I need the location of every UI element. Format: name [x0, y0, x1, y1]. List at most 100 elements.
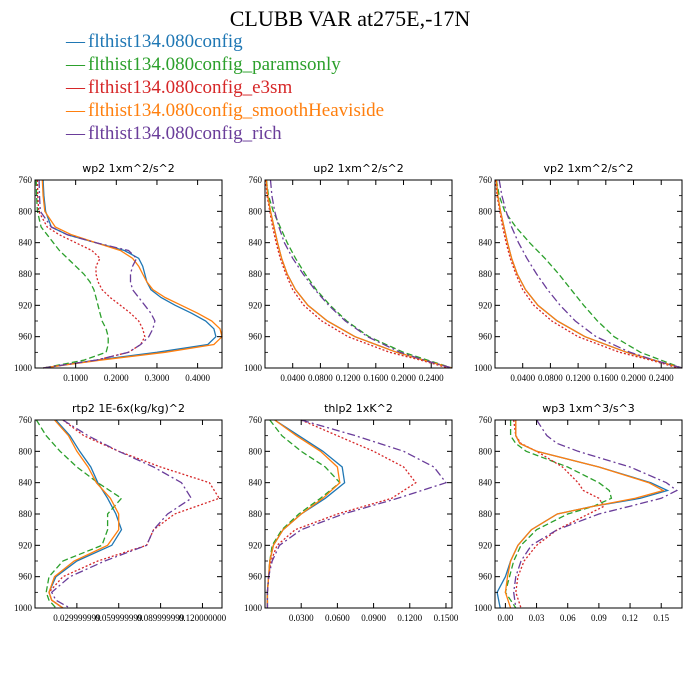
y-tick-label: 840 [249, 238, 263, 248]
y-tick-label: 1000 [244, 603, 263, 613]
panel-title: thlp2 1xK^2 [324, 402, 393, 415]
x-tick-label: 0.0800 [538, 373, 563, 383]
x-tick-label: 0.2000 [621, 373, 646, 383]
x-tick-label: 0.0400 [510, 373, 535, 383]
x-tick-label: 0.2400 [419, 373, 444, 383]
y-tick-label: 960 [249, 332, 263, 342]
series-line [265, 179, 453, 369]
series-line [504, 420, 613, 609]
x-tick-label: 0.120000000 [179, 613, 227, 623]
x-tick-label: 0.059999999 [95, 613, 143, 623]
x-tick-label: 0.1200 [336, 373, 361, 383]
x-tick-label: 0.1200 [566, 373, 591, 383]
x-tick-label: 0.03 [529, 613, 545, 623]
x-tick-label: 0.0900 [361, 613, 386, 623]
y-tick-label: 800 [249, 446, 263, 456]
plot-frame [264, 419, 453, 609]
y-tick-label: 840 [479, 478, 493, 488]
y-tick-label: 960 [249, 572, 263, 582]
series-line [50, 419, 193, 609]
plot-frame [264, 179, 453, 369]
legend-label: flthist134.080config_rich [88, 123, 282, 144]
y-tick-label: 880 [19, 509, 33, 519]
y-tick-label: 760 [479, 175, 493, 185]
y-tick-label: 760 [249, 415, 263, 425]
series-line [38, 179, 156, 369]
series-line [495, 179, 683, 369]
series-line [48, 419, 123, 609]
series-line [495, 179, 679, 369]
y-tick-label: 840 [19, 238, 33, 248]
series-line [265, 179, 449, 369]
y-tick-label: 960 [19, 572, 33, 582]
series-line [42, 179, 217, 369]
x-tick-label: 0.2000 [391, 373, 416, 383]
legend-line-symbol: — [66, 123, 85, 144]
x-tick-label: 0.1000 [63, 373, 88, 383]
x-tick-label: 0.0600 [325, 613, 350, 623]
series-line [495, 179, 683, 369]
series-line [504, 420, 666, 609]
y-tick-label: 840 [19, 478, 33, 488]
y-tick-label: 920 [479, 540, 493, 550]
panel-title: wp3 1xm^3/s^3 [542, 402, 635, 415]
x-tick-label: 0.4000 [185, 373, 210, 383]
legend-item: — flthist134.080config [66, 30, 384, 53]
series-line [41, 179, 223, 369]
x-tick-label: 0.12 [622, 613, 638, 623]
y-tick-label: 880 [479, 269, 493, 279]
plot-frame [494, 179, 683, 369]
series-line [35, 179, 109, 369]
y-tick-label: 760 [479, 415, 493, 425]
legend-label: flthist134.080config_paramsonly [88, 54, 341, 75]
x-tick-label: 0.089999999 [137, 613, 185, 623]
x-tick-label: 0.3000 [145, 373, 170, 383]
panel-title: vp2 1xm^2/s^2 [543, 162, 633, 175]
x-tick-label: 0.029999999 [53, 613, 101, 623]
x-tick-label: 0.2400 [649, 373, 674, 383]
y-tick-label: 1000 [14, 603, 33, 613]
x-tick-label: 0.06 [560, 613, 576, 623]
y-tick-label: 920 [19, 300, 33, 310]
x-tick-label: 0.1200 [397, 613, 422, 623]
y-tick-label: 840 [249, 478, 263, 488]
series-line [496, 420, 670, 609]
plot-frame [34, 419, 223, 609]
series-line [265, 179, 453, 369]
panel-title: rtp2 1E-6x(kg/kg)^2 [72, 402, 185, 415]
series-line [36, 179, 146, 369]
legend-line-symbol: — [66, 54, 85, 75]
x-tick-label: 0.09 [591, 613, 607, 623]
series-line [266, 419, 448, 608]
y-tick-label: 880 [249, 509, 263, 519]
x-tick-label: 0.0300 [289, 613, 314, 623]
y-tick-label: 1000 [14, 363, 33, 373]
y-tick-label: 800 [19, 206, 33, 216]
legend-line-symbol: — [66, 77, 85, 98]
series-line [513, 419, 679, 609]
series-line [495, 179, 683, 369]
x-tick-label: 0.15 [653, 613, 669, 623]
legend-label: flthist134.080config [88, 31, 243, 52]
legend-item: — flthist134.080config_rich [66, 122, 384, 145]
y-tick-label: 920 [249, 540, 263, 550]
y-tick-label: 1000 [474, 363, 493, 373]
y-tick-label: 800 [479, 206, 493, 216]
series-line [266, 419, 341, 608]
series-line [265, 179, 453, 369]
legend: — flthist134.080config — flthist134.080con… [66, 30, 384, 145]
y-tick-label: 880 [249, 269, 263, 279]
y-tick-label: 960 [479, 572, 493, 582]
legend-label: flthist134.080config_smoothHeaviside [88, 100, 385, 121]
series-line [48, 419, 221, 609]
legend-item: — flthist134.080config_smoothHeaviside [66, 99, 384, 122]
series-line [35, 419, 123, 609]
y-tick-label: 800 [19, 446, 33, 456]
legend-item: — flthist134.080config_e3sm [66, 76, 384, 99]
legend-label: flthist134.080config_e3sm [88, 77, 293, 98]
legend-item: — flthist134.080config_paramsonly [66, 53, 384, 76]
y-tick-label: 760 [19, 415, 33, 425]
y-tick-label: 1000 [244, 363, 263, 373]
y-tick-label: 880 [19, 269, 33, 279]
